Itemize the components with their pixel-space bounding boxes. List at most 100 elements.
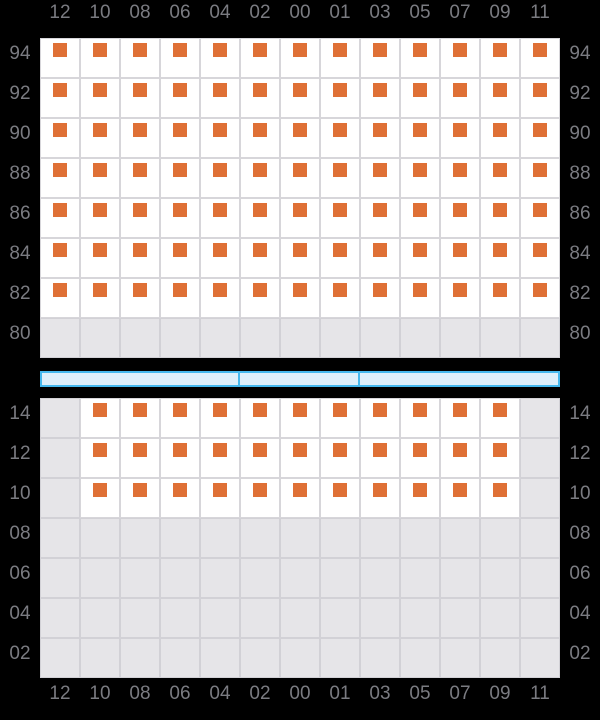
- cell-upper-r92-c05[interactable]: [400, 78, 440, 118]
- cell-upper-r86-c03[interactable]: [360, 198, 400, 238]
- cell-lower-r14-c05[interactable]: [400, 398, 440, 438]
- cell-upper-r84-c00[interactable]: [280, 238, 320, 278]
- cell-upper-r94-c12[interactable]: [40, 38, 80, 78]
- cell-upper-r90-c08[interactable]: [120, 118, 160, 158]
- cell-lower-r12-c09[interactable]: [480, 438, 520, 478]
- cell-upper-r94-c06[interactable]: [160, 38, 200, 78]
- cell-lower-r14-c08[interactable]: [120, 398, 160, 438]
- cell-upper-r82-c11[interactable]: [520, 278, 560, 318]
- cell-upper-r82-c07[interactable]: [440, 278, 480, 318]
- cell-upper-r84-c01[interactable]: [320, 238, 360, 278]
- cell-upper-r84-c07[interactable]: [440, 238, 480, 278]
- cell-upper-r86-c06[interactable]: [160, 198, 200, 238]
- cell-lower-r14-c00[interactable]: [280, 398, 320, 438]
- cell-upper-r94-c05[interactable]: [400, 38, 440, 78]
- cell-upper-r86-c07[interactable]: [440, 198, 480, 238]
- selector-segment-2[interactable]: [240, 373, 360, 385]
- cell-lower-r14-c06[interactable]: [160, 398, 200, 438]
- cell-lower-r12-c06[interactable]: [160, 438, 200, 478]
- cell-upper-r86-c11[interactable]: [520, 198, 560, 238]
- cell-upper-r88-c03[interactable]: [360, 158, 400, 198]
- cell-upper-r88-c08[interactable]: [120, 158, 160, 198]
- cell-lower-r14-c03[interactable]: [360, 398, 400, 438]
- cell-upper-r88-c02[interactable]: [240, 158, 280, 198]
- cell-upper-r88-c11[interactable]: [520, 158, 560, 198]
- cell-upper-r94-c01[interactable]: [320, 38, 360, 78]
- cell-upper-r88-c00[interactable]: [280, 158, 320, 198]
- cell-upper-r86-c01[interactable]: [320, 198, 360, 238]
- selector-segment-3[interactable]: [360, 373, 558, 385]
- cell-lower-r12-c01[interactable]: [320, 438, 360, 478]
- cell-upper-r88-c07[interactable]: [440, 158, 480, 198]
- cell-upper-r92-c10[interactable]: [80, 78, 120, 118]
- cell-upper-r90-c02[interactable]: [240, 118, 280, 158]
- cell-upper-r92-c02[interactable]: [240, 78, 280, 118]
- cell-lower-r10-c07[interactable]: [440, 478, 480, 518]
- cell-lower-r10-c05[interactable]: [400, 478, 440, 518]
- cell-lower-r12-c05[interactable]: [400, 438, 440, 478]
- cell-upper-r88-c01[interactable]: [320, 158, 360, 198]
- cell-upper-r82-c08[interactable]: [120, 278, 160, 318]
- cell-upper-r90-c12[interactable]: [40, 118, 80, 158]
- cell-upper-r82-c10[interactable]: [80, 278, 120, 318]
- cell-upper-r88-c09[interactable]: [480, 158, 520, 198]
- cell-lower-r10-c01[interactable]: [320, 478, 360, 518]
- cell-upper-r90-c04[interactable]: [200, 118, 240, 158]
- cell-upper-r88-c10[interactable]: [80, 158, 120, 198]
- cell-upper-r90-c11[interactable]: [520, 118, 560, 158]
- cell-upper-r92-c09[interactable]: [480, 78, 520, 118]
- cell-upper-r86-c08[interactable]: [120, 198, 160, 238]
- cell-upper-r84-c02[interactable]: [240, 238, 280, 278]
- cell-upper-r94-c07[interactable]: [440, 38, 480, 78]
- cell-upper-r94-c00[interactable]: [280, 38, 320, 78]
- cell-upper-r86-c12[interactable]: [40, 198, 80, 238]
- cell-upper-r94-c11[interactable]: [520, 38, 560, 78]
- cell-upper-r90-c00[interactable]: [280, 118, 320, 158]
- cell-lower-r14-c02[interactable]: [240, 398, 280, 438]
- cell-upper-r84-c10[interactable]: [80, 238, 120, 278]
- cell-upper-r84-c08[interactable]: [120, 238, 160, 278]
- cell-upper-r84-c12[interactable]: [40, 238, 80, 278]
- cell-upper-r88-c06[interactable]: [160, 158, 200, 198]
- cell-upper-r84-c11[interactable]: [520, 238, 560, 278]
- cell-upper-r94-c10[interactable]: [80, 38, 120, 78]
- cell-upper-r82-c05[interactable]: [400, 278, 440, 318]
- cell-lower-r14-c09[interactable]: [480, 398, 520, 438]
- cell-upper-r90-c03[interactable]: [360, 118, 400, 158]
- cell-upper-r86-c00[interactable]: [280, 198, 320, 238]
- cell-upper-r92-c01[interactable]: [320, 78, 360, 118]
- cell-upper-r88-c05[interactable]: [400, 158, 440, 198]
- cell-upper-r92-c07[interactable]: [440, 78, 480, 118]
- cell-upper-r92-c11[interactable]: [520, 78, 560, 118]
- cell-upper-r92-c04[interactable]: [200, 78, 240, 118]
- cell-lower-r10-c10[interactable]: [80, 478, 120, 518]
- cell-lower-r12-c02[interactable]: [240, 438, 280, 478]
- cell-lower-r10-c02[interactable]: [240, 478, 280, 518]
- cell-lower-r10-c08[interactable]: [120, 478, 160, 518]
- cell-lower-r10-c06[interactable]: [160, 478, 200, 518]
- cell-upper-r84-c05[interactable]: [400, 238, 440, 278]
- cell-upper-r92-c03[interactable]: [360, 78, 400, 118]
- cell-upper-r86-c05[interactable]: [400, 198, 440, 238]
- cell-upper-r94-c03[interactable]: [360, 38, 400, 78]
- range-selector-bar[interactable]: [40, 371, 560, 387]
- selector-segment-1[interactable]: [42, 373, 240, 385]
- cell-upper-r94-c02[interactable]: [240, 38, 280, 78]
- cell-upper-r86-c02[interactable]: [240, 198, 280, 238]
- cell-lower-r12-c04[interactable]: [200, 438, 240, 478]
- cell-upper-r82-c02[interactable]: [240, 278, 280, 318]
- cell-upper-r84-c03[interactable]: [360, 238, 400, 278]
- cell-lower-r10-c03[interactable]: [360, 478, 400, 518]
- cell-lower-r10-c09[interactable]: [480, 478, 520, 518]
- cell-lower-r10-c00[interactable]: [280, 478, 320, 518]
- cell-upper-r88-c04[interactable]: [200, 158, 240, 198]
- cell-upper-r94-c04[interactable]: [200, 38, 240, 78]
- cell-lower-r12-c07[interactable]: [440, 438, 480, 478]
- cell-upper-r84-c09[interactable]: [480, 238, 520, 278]
- cell-upper-r82-c12[interactable]: [40, 278, 80, 318]
- cell-upper-r82-c00[interactable]: [280, 278, 320, 318]
- cell-upper-r90-c07[interactable]: [440, 118, 480, 158]
- cell-lower-r14-c10[interactable]: [80, 398, 120, 438]
- cell-upper-r92-c12[interactable]: [40, 78, 80, 118]
- cell-upper-r92-c06[interactable]: [160, 78, 200, 118]
